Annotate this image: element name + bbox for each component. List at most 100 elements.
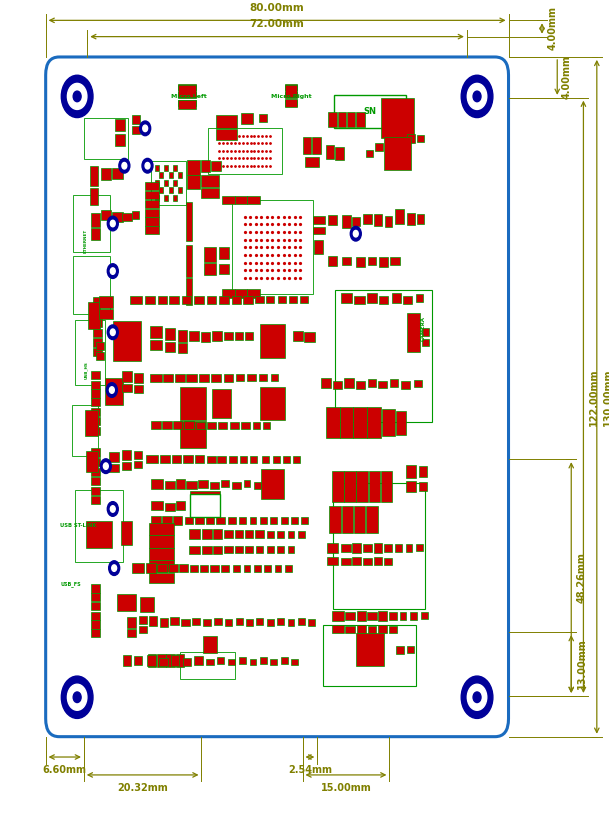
Bar (343, 379, 354, 388)
Bar (133, 373, 143, 383)
Bar (264, 422, 270, 429)
Circle shape (110, 505, 115, 512)
Bar (91, 371, 100, 379)
Circle shape (107, 383, 118, 397)
Bar (182, 295, 191, 304)
Bar (91, 228, 100, 240)
Bar (211, 374, 221, 382)
Bar (270, 517, 277, 524)
Bar (328, 112, 337, 127)
Bar (93, 329, 102, 337)
Bar (233, 565, 240, 571)
Bar (93, 348, 102, 356)
Bar (407, 212, 415, 225)
Bar (277, 546, 284, 554)
Bar (357, 625, 366, 633)
Bar (273, 456, 280, 462)
Bar (164, 481, 175, 489)
Text: Micro Right: Micro Right (270, 94, 311, 99)
Bar (342, 256, 351, 265)
Bar (206, 659, 214, 665)
Bar (132, 115, 140, 125)
Bar (262, 456, 269, 462)
Text: 80.00mm: 80.00mm (250, 2, 304, 12)
Bar (133, 384, 143, 392)
Bar (281, 517, 287, 524)
Bar (340, 558, 351, 565)
Bar (114, 119, 125, 131)
Bar (169, 187, 173, 193)
Bar (195, 455, 204, 463)
Bar (199, 479, 208, 488)
Text: 4.00mm: 4.00mm (562, 55, 572, 99)
Bar (214, 618, 222, 624)
Bar (245, 331, 253, 339)
Bar (396, 411, 406, 435)
Bar (74, 490, 123, 562)
Circle shape (107, 264, 118, 278)
Bar (345, 626, 355, 632)
Bar (132, 126, 140, 134)
Bar (222, 195, 235, 204)
Bar (363, 558, 371, 565)
Bar (342, 505, 353, 532)
Bar (200, 565, 208, 571)
Bar (267, 619, 273, 626)
Bar (203, 247, 216, 261)
Bar (375, 142, 383, 151)
Circle shape (461, 75, 493, 117)
Bar (162, 422, 172, 430)
Bar (203, 637, 217, 654)
Bar (189, 330, 199, 341)
Bar (333, 610, 344, 621)
Circle shape (68, 685, 87, 711)
Bar (213, 389, 231, 418)
Bar (164, 342, 175, 352)
Bar (400, 611, 406, 619)
Bar (390, 379, 398, 387)
Bar (351, 217, 360, 225)
Bar (232, 200, 313, 294)
Bar (178, 100, 195, 106)
Bar (150, 340, 161, 350)
Bar (134, 461, 143, 467)
Bar (217, 657, 224, 664)
Circle shape (122, 163, 127, 169)
Bar (163, 374, 174, 382)
Bar (382, 409, 395, 436)
Bar (91, 458, 100, 466)
Bar (176, 501, 186, 510)
Bar (326, 407, 340, 438)
Bar (221, 565, 230, 571)
Bar (207, 456, 216, 462)
Bar (112, 212, 122, 221)
Bar (368, 471, 380, 502)
Bar (254, 482, 261, 488)
Bar (151, 479, 163, 489)
Bar (340, 407, 353, 438)
Bar (232, 482, 241, 488)
Bar (217, 456, 226, 462)
Bar (74, 256, 110, 313)
Bar (186, 374, 197, 382)
Bar (166, 654, 175, 667)
Bar (180, 387, 206, 420)
Bar (203, 619, 211, 626)
Bar (328, 215, 337, 225)
Bar (127, 617, 136, 628)
Bar (345, 611, 355, 619)
Circle shape (73, 91, 81, 102)
Bar (91, 620, 100, 628)
Bar (301, 517, 308, 524)
Bar (199, 374, 209, 382)
Bar (378, 381, 387, 388)
Bar (368, 379, 376, 387)
Bar (414, 380, 423, 387)
Bar (285, 84, 297, 90)
Bar (326, 146, 334, 159)
Bar (145, 217, 159, 225)
Bar (93, 296, 102, 307)
Bar (173, 164, 177, 171)
Bar (91, 467, 100, 475)
Bar (366, 505, 378, 532)
